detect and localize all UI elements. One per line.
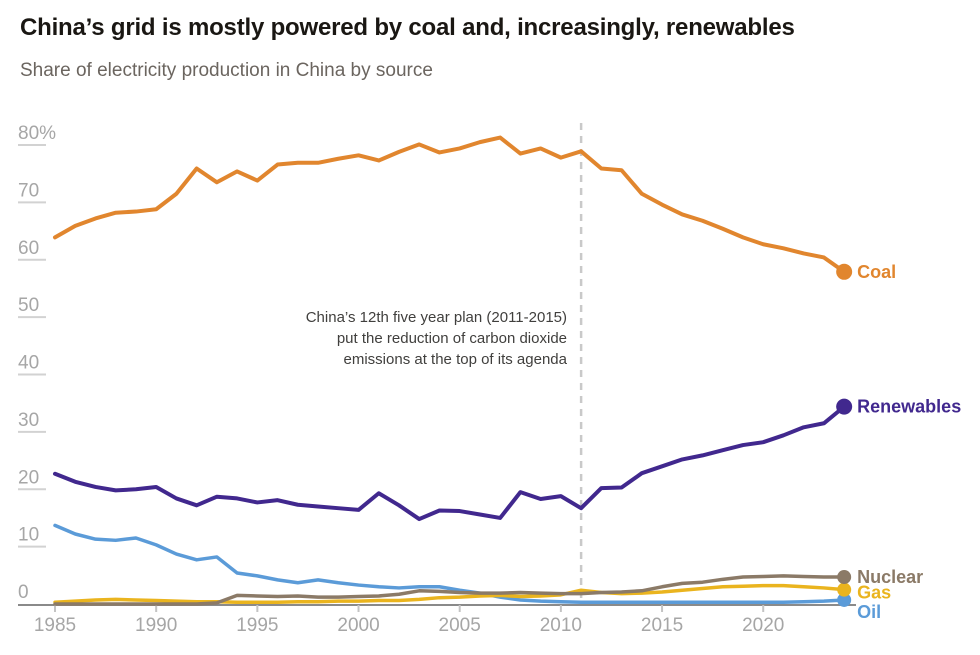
series-label-nuclear: Nuclear <box>857 567 923 587</box>
x-tick-label: 2015 <box>641 615 683 636</box>
x-tick-label: 2020 <box>742 615 784 636</box>
x-tick-label: 1995 <box>236 615 278 636</box>
series-line-gas <box>53 583 846 605</box>
y-tick-mark <box>18 545 46 548</box>
y-tick-mark <box>18 488 46 491</box>
y-tick-label: 30 <box>18 410 39 431</box>
series-line-oil <box>53 523 846 605</box>
series-end-dot-nuclear <box>837 570 852 585</box>
x-tick-label: 1985 <box>34 615 76 636</box>
series-end-dot-oil <box>837 592 852 607</box>
five-year-plan-annotation: China’s 12th five year plan (2011-2015) … <box>305 309 567 368</box>
series-line-renewables <box>53 404 847 522</box>
series-label-renewables: Renewables <box>857 397 961 417</box>
y-tick-label: 10 <box>18 525 39 546</box>
series-end-dot-renewables <box>836 398 853 415</box>
y-tick-label: 40 <box>18 353 39 374</box>
x-tick-label: 2000 <box>337 615 379 636</box>
y-tick-mark <box>18 144 46 146</box>
series-end-dot-coal <box>836 263 853 280</box>
y-tick-label: 20 <box>18 467 39 488</box>
y-tick-label: 60 <box>18 238 39 259</box>
series-line-nuclear <box>53 574 846 606</box>
chart-title: China’s grid is mostly powered by coal a… <box>20 14 795 41</box>
chart-subtitle: Share of electricity production in China… <box>20 60 433 81</box>
x-tick-label: 2010 <box>540 615 582 636</box>
y-tick-label: 70 <box>18 180 39 201</box>
series-line-coal <box>53 135 847 274</box>
y-tick-mark <box>18 201 46 204</box>
y-tick-label: 0 <box>18 582 29 603</box>
y-tick-mark <box>18 373 46 376</box>
x-tick-label: 2005 <box>439 615 481 636</box>
series-end-dot-gas <box>837 582 852 597</box>
y-tick-mark <box>18 430 46 433</box>
series-label-gas: Gas <box>857 583 891 603</box>
y-tick-label: 50 <box>18 295 39 316</box>
y-tick-mark <box>18 258 46 261</box>
series-label-oil: Oil <box>857 602 881 622</box>
x-tick-label: 1990 <box>135 615 177 636</box>
series-label-coal: Coal <box>857 262 896 282</box>
y-tick-label: 80% <box>18 123 56 144</box>
y-tick-mark <box>18 316 46 319</box>
